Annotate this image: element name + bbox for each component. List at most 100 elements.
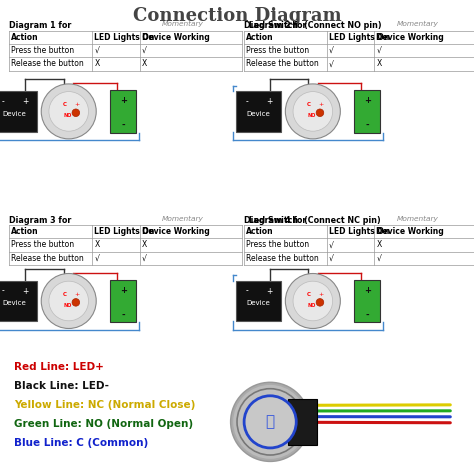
Text: +: + [364, 286, 371, 295]
Text: Press the button: Press the button [11, 240, 74, 249]
Text: C: C [63, 292, 67, 297]
FancyBboxPatch shape [0, 91, 36, 131]
Text: NO: NO [308, 302, 316, 308]
Text: NO: NO [308, 113, 316, 118]
Text: C: C [307, 102, 311, 107]
Text: +: + [22, 286, 28, 295]
Text: Release the button: Release the button [246, 59, 319, 68]
Circle shape [49, 281, 89, 321]
Text: √: √ [142, 254, 146, 263]
Text: X: X [142, 240, 147, 249]
Circle shape [285, 273, 340, 328]
Text: Device Working: Device Working [142, 33, 210, 42]
Circle shape [230, 382, 310, 462]
Circle shape [233, 385, 307, 459]
Text: LED Lights On: LED Lights On [94, 33, 155, 42]
Text: Diagram 2 for: Diagram 2 for [244, 21, 310, 30]
Circle shape [72, 299, 80, 306]
Circle shape [231, 383, 309, 461]
Text: Release the button: Release the button [11, 254, 84, 263]
Circle shape [293, 91, 333, 131]
Text: Device: Device [2, 301, 26, 306]
FancyBboxPatch shape [110, 90, 137, 133]
Text: +: + [364, 96, 371, 105]
Text: +: + [74, 102, 80, 107]
Text: √: √ [94, 254, 99, 263]
Text: -: - [365, 121, 369, 130]
Text: +: + [319, 292, 324, 297]
Text: Blue Line: C (Common): Blue Line: C (Common) [14, 438, 148, 448]
FancyBboxPatch shape [354, 280, 380, 322]
Text: Device Working: Device Working [142, 227, 210, 236]
Text: +: + [266, 97, 273, 106]
Text: Red Line: LED+: Red Line: LED+ [14, 362, 104, 372]
Text: X: X [94, 59, 100, 68]
FancyBboxPatch shape [288, 399, 317, 445]
Text: Momentary: Momentary [397, 216, 438, 222]
Text: √: √ [376, 46, 381, 55]
Text: Action: Action [11, 33, 39, 42]
Text: X: X [376, 59, 382, 68]
FancyBboxPatch shape [236, 91, 281, 131]
Text: Device: Device [246, 111, 270, 117]
Text: NO: NO [64, 113, 72, 118]
Circle shape [285, 84, 340, 139]
Text: Device Working: Device Working [376, 227, 444, 236]
Text: Press the button: Press the button [11, 46, 74, 55]
Text: Momentary: Momentary [162, 216, 204, 222]
Text: √: √ [329, 254, 334, 263]
Text: Device Working: Device Working [376, 33, 444, 42]
Text: NO: NO [64, 302, 72, 308]
Text: -: - [121, 311, 125, 320]
Text: +: + [120, 286, 127, 295]
Text: -: - [246, 97, 248, 106]
Circle shape [72, 109, 80, 117]
Text: -: - [121, 121, 125, 130]
Text: Diagram 3 for: Diagram 3 for [9, 216, 74, 225]
Text: C: C [63, 102, 67, 107]
Circle shape [237, 389, 303, 455]
Text: -: - [1, 286, 4, 295]
Circle shape [316, 299, 324, 306]
Text: Device: Device [246, 301, 270, 306]
Text: Led Switch: (Connect NO pin): Led Switch: (Connect NO pin) [246, 21, 382, 30]
Text: Press the button: Press the button [246, 46, 309, 55]
Circle shape [316, 109, 324, 117]
Text: Action: Action [11, 227, 39, 236]
Text: X: X [376, 240, 382, 249]
Text: Release the button: Release the button [246, 254, 319, 263]
Text: Led Switch: (Connect NC pin): Led Switch: (Connect NC pin) [246, 216, 381, 225]
Text: X: X [142, 59, 147, 68]
Circle shape [49, 91, 89, 131]
Circle shape [244, 396, 296, 448]
Text: LED Lights On: LED Lights On [94, 227, 155, 236]
Text: √: √ [329, 46, 334, 55]
FancyBboxPatch shape [110, 280, 137, 322]
Text: +: + [22, 97, 28, 106]
Text: √: √ [329, 59, 334, 68]
Text: +: + [319, 102, 324, 107]
Text: ⏻: ⏻ [265, 414, 275, 429]
Text: √: √ [376, 254, 381, 263]
Text: +: + [266, 286, 273, 295]
Text: Momentary: Momentary [162, 21, 204, 27]
Text: √: √ [329, 240, 334, 249]
Text: Action: Action [246, 33, 273, 42]
Text: Diagram 1 for: Diagram 1 for [9, 21, 74, 30]
Text: Press the button: Press the button [246, 240, 309, 249]
FancyBboxPatch shape [0, 281, 36, 321]
Text: √: √ [94, 46, 99, 55]
Text: Momentary: Momentary [397, 21, 438, 27]
Text: Device: Device [2, 111, 26, 117]
FancyBboxPatch shape [236, 281, 281, 321]
Text: Connection Diagram: Connection Diagram [133, 7, 341, 25]
Text: Green Line: NO (Normal Open): Green Line: NO (Normal Open) [14, 419, 193, 429]
Text: C: C [307, 292, 311, 297]
Text: -: - [246, 286, 248, 295]
Text: Action: Action [246, 227, 273, 236]
Circle shape [236, 388, 304, 456]
Text: LED Lights On: LED Lights On [329, 33, 389, 42]
Text: X: X [94, 240, 100, 249]
Circle shape [293, 281, 333, 321]
Text: Diagram 4 for: Diagram 4 for [244, 216, 309, 225]
